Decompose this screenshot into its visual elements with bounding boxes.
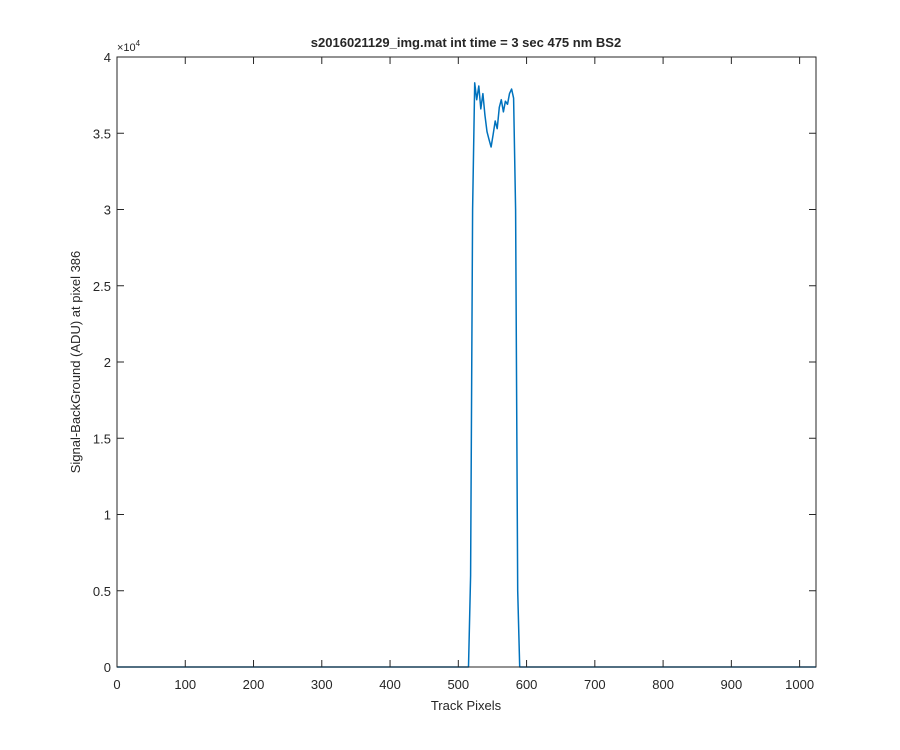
x-tick-label: 700 — [584, 677, 606, 692]
x-tick-label: 600 — [516, 677, 538, 692]
y-ticks: 0 0.5 1 1.5 2 2.5 3 3.5 4 — [93, 50, 816, 675]
x-tick-label: 400 — [379, 677, 401, 692]
x-tick-label: 100 — [174, 677, 196, 692]
x-tick-label: 200 — [243, 677, 265, 692]
x-tick-label: 800 — [652, 677, 674, 692]
y-tick-label: 2 — [104, 355, 111, 370]
y-tick-label: 3 — [104, 203, 111, 218]
series-layer — [117, 82, 816, 668]
y-axis-label: Signal-BackGround (ADU) at pixel 386 — [68, 251, 83, 474]
y-tick-label: 2.5 — [93, 279, 111, 294]
x-ticks: 0 100 200 300 400 500 600 700 800 900 1000 — [113, 57, 814, 692]
y-tick-label: 3.5 — [93, 126, 111, 141]
y-tick-label: 1 — [104, 508, 111, 523]
chart-title: s2016021129_img.mat int time = 3 sec 475… — [311, 35, 621, 50]
plot-area — [117, 57, 816, 667]
x-tick-label: 900 — [721, 677, 743, 692]
x-tick-label: 0 — [113, 677, 120, 692]
y-exponent-label: ×104 — [117, 39, 141, 54]
x-tick-label: 500 — [447, 677, 469, 692]
y-exponent-power: 4 — [136, 39, 141, 48]
y-tick-label: 0.5 — [93, 584, 111, 599]
y-tick-label: 0 — [104, 660, 111, 675]
y-tick-label: 1.5 — [93, 431, 111, 446]
x-axis-label: Track Pixels — [431, 698, 502, 713]
y-exponent-base: ×10 — [117, 42, 136, 54]
x-tick-label: 1000 — [785, 677, 814, 692]
series-line — [117, 82, 816, 668]
y-tick-label: 4 — [104, 50, 111, 65]
x-tick-label: 300 — [311, 677, 333, 692]
